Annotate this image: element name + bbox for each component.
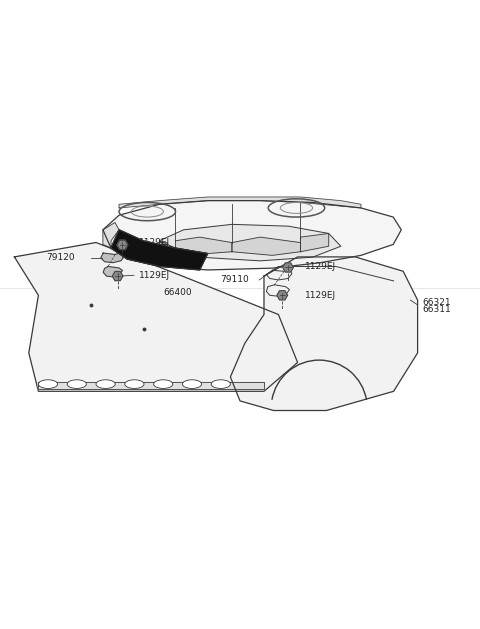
- Polygon shape: [112, 272, 123, 281]
- Polygon shape: [277, 291, 288, 300]
- Polygon shape: [159, 225, 341, 261]
- Polygon shape: [232, 237, 300, 255]
- Polygon shape: [38, 382, 264, 389]
- Text: 66311: 66311: [422, 305, 451, 314]
- Polygon shape: [230, 257, 418, 411]
- Polygon shape: [14, 243, 298, 391]
- Polygon shape: [103, 201, 401, 270]
- Polygon shape: [266, 285, 289, 296]
- Polygon shape: [159, 241, 208, 257]
- Text: 1129EJ: 1129EJ: [139, 270, 170, 280]
- Ellipse shape: [211, 380, 230, 389]
- Text: 1129EJ: 1129EJ: [305, 262, 336, 271]
- Polygon shape: [111, 230, 208, 270]
- Text: 66321: 66321: [422, 298, 451, 307]
- Text: 79120: 79120: [46, 253, 74, 262]
- Ellipse shape: [96, 380, 115, 389]
- Polygon shape: [159, 243, 168, 246]
- Ellipse shape: [182, 380, 202, 389]
- Text: 1129EJ: 1129EJ: [139, 238, 170, 247]
- Polygon shape: [300, 233, 329, 252]
- Ellipse shape: [38, 380, 58, 389]
- Polygon shape: [103, 223, 119, 248]
- Text: 66400: 66400: [163, 289, 192, 298]
- Text: 1129EJ: 1129EJ: [305, 291, 336, 300]
- Polygon shape: [283, 263, 293, 272]
- Ellipse shape: [125, 380, 144, 389]
- Ellipse shape: [154, 380, 173, 389]
- Ellipse shape: [67, 380, 86, 389]
- Polygon shape: [103, 267, 122, 277]
- Text: 79110: 79110: [220, 276, 249, 284]
- Polygon shape: [176, 237, 232, 253]
- Polygon shape: [119, 197, 361, 208]
- Polygon shape: [266, 269, 292, 280]
- Polygon shape: [117, 240, 128, 250]
- Polygon shape: [101, 252, 124, 263]
